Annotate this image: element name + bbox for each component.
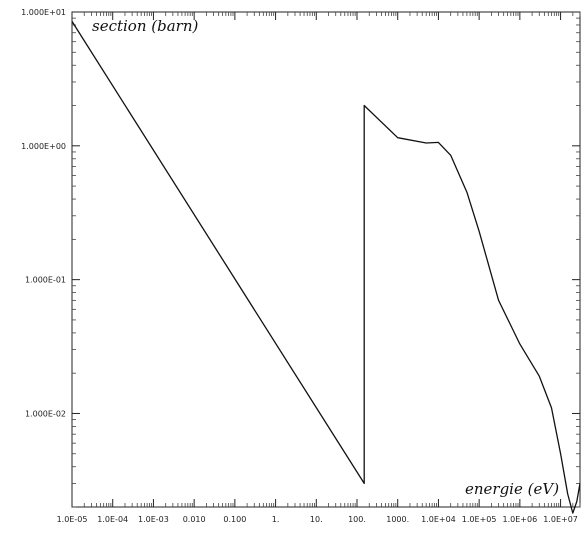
y-axis-title: section (barn): [92, 17, 198, 35]
x-tick-label: 0.010: [183, 515, 206, 524]
y-tick-label: 1.000E+00: [21, 142, 66, 151]
y-tick-label: 1.000E+01: [21, 8, 66, 17]
x-tick-label: 1.0E-03: [138, 515, 169, 524]
x-tick-label: 1.0E-04: [97, 515, 128, 524]
x-tick-label: 1.: [272, 515, 280, 524]
x-tick-label: 1.0E+05: [462, 515, 497, 524]
y-tick-label: 1.000E-02: [25, 409, 66, 418]
x-tick-label: 1.0E-05: [57, 515, 88, 524]
cross-section-line: [71, 21, 581, 514]
x-tick-label: 10.: [310, 515, 323, 524]
plot-frame: [71, 11, 581, 508]
x-tick-label: 1.0E+07: [543, 515, 578, 524]
x-tick-label: 100.: [348, 515, 366, 524]
x-axis-title: energie (eV): [465, 480, 559, 498]
y-tick-label: 1.000E-01: [25, 276, 66, 285]
x-tick-label: 1000.: [386, 515, 409, 524]
x-tick-label: 1.0E+06: [503, 515, 538, 524]
x-tick-label: 0.100: [223, 515, 246, 524]
x-tick-label: 1.0E+04: [421, 515, 456, 524]
